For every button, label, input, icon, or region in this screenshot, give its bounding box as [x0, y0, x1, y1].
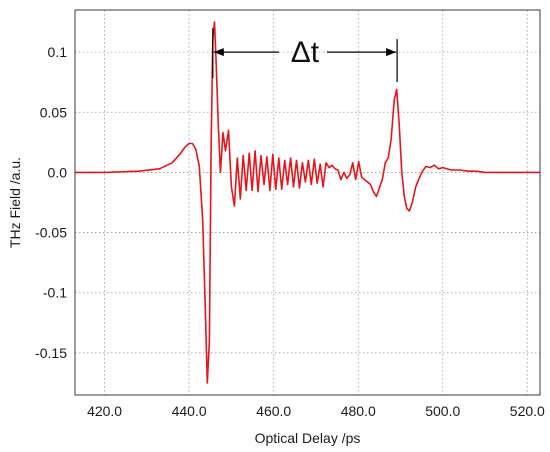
y-tick-label: -0.1	[43, 285, 67, 301]
y-axis-title: THz Field /a.u.	[7, 157, 23, 248]
x-tick-label: 420.0	[87, 403, 122, 419]
y-tick-label: -0.15	[35, 345, 67, 361]
series-line	[75, 21, 540, 384]
grid	[75, 10, 540, 395]
plot-frame	[74, 9, 541, 396]
x-tick-label: 440.0	[172, 403, 207, 419]
y-tick-label: -0.05	[35, 225, 67, 241]
annotation-layer: Δt	[212, 28, 398, 83]
x-tick-labels: 420.0 440.0 460.0 480.0 500.0 520.0	[87, 403, 545, 419]
x-tick-label: 480.0	[341, 403, 376, 419]
delta-arrowhead-right	[386, 48, 397, 57]
x-tick-label: 460.0	[256, 403, 291, 419]
y-tick-label: 0.1	[48, 44, 68, 60]
series-layer	[75, 21, 540, 384]
x-tick-label: 520.0	[510, 403, 545, 419]
plot-area	[75, 10, 540, 395]
y-tick-label: 0.05	[40, 104, 67, 120]
x-axis-title: Optical Delay /ps	[255, 430, 361, 446]
delta-arrowhead-left	[213, 48, 224, 57]
delta-t-label: Δt	[291, 36, 320, 69]
y-tick-labels: 0.1 0.05 0.0 -0.05 -0.1 -0.15	[35, 44, 67, 361]
y-tick-label: 0.0	[48, 164, 68, 180]
x-tick-label: 500.0	[425, 403, 460, 419]
